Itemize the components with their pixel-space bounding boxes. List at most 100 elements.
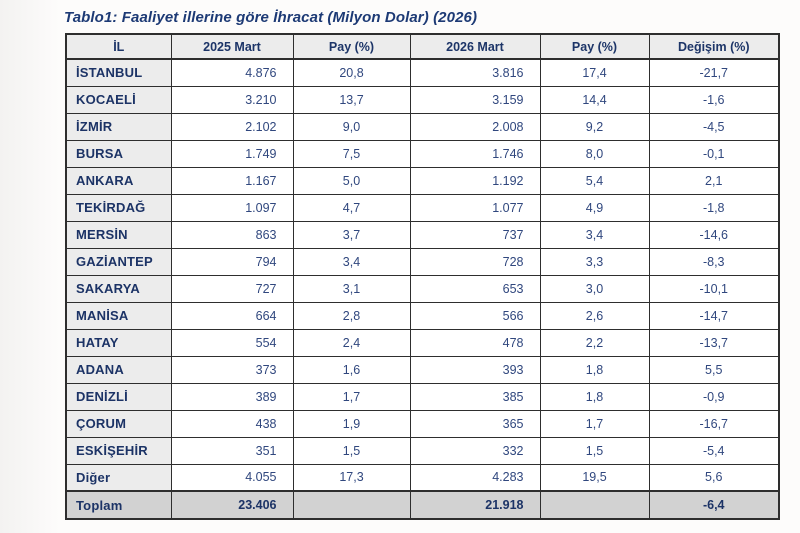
share-2025-cell: 9,0 (292, 112, 411, 141)
share-2025-cell: 3,7 (292, 220, 411, 249)
province-name-cell: İZMİR (65, 112, 172, 141)
export-2026-cell: 332 (409, 436, 541, 465)
export-2025-cell: 23.406 (170, 490, 294, 520)
export-2025-cell: 389 (170, 382, 294, 411)
change-percent-cell: -10,1 (648, 274, 780, 303)
share-2025-cell: 1,7 (292, 382, 411, 411)
table-row: MANİSA 664 2,8 566 2,6 -14,7 (65, 301, 780, 330)
table-row: ADANA 373 1,6 393 1,8 5,5 (65, 355, 780, 384)
change-percent-cell: -21,7 (648, 58, 780, 87)
share-2025-cell: 5,0 (292, 166, 411, 195)
export-2025-cell: 2.102 (170, 112, 294, 141)
export-2026-cell: 393 (409, 355, 541, 384)
table-row: TEKİRDAĞ 1.097 4,7 1.077 4,9 -1,8 (65, 193, 780, 222)
export-2026-cell: 2.008 (409, 112, 541, 141)
share-2026-cell: 9,2 (539, 112, 650, 141)
share-2026-cell: 17,4 (539, 58, 650, 87)
change-percent-cell: 5,5 (648, 355, 780, 384)
export-2025-cell: 664 (170, 301, 294, 330)
change-percent-cell: -14,6 (648, 220, 780, 249)
export-2026-cell: 566 (409, 301, 541, 330)
province-name-cell: TEKİRDAĞ (65, 193, 172, 222)
share-2025-cell: 1,5 (292, 436, 411, 465)
export-2025-cell: 1.749 (170, 139, 294, 168)
export-2026-cell: 4.283 (409, 463, 541, 492)
province-name-cell: ÇORUM (65, 409, 172, 438)
share-2026-cell: 5,4 (539, 166, 650, 195)
export-2026-cell: 1.192 (409, 166, 541, 195)
table-row: BURSA 1.749 7,5 1.746 8,0 -0,1 (65, 139, 780, 168)
change-percent-cell: -6,4 (648, 490, 780, 520)
header-2025-mart: 2025 Mart (170, 33, 294, 60)
share-2026-cell (539, 490, 650, 520)
share-2025-cell: 2,4 (292, 328, 411, 357)
province-name-cell: Toplam (65, 490, 172, 520)
change-percent-cell: -13,7 (648, 328, 780, 357)
export-2025-cell: 4.055 (170, 463, 294, 492)
province-name-cell: KOCAELİ (65, 85, 172, 114)
change-percent-cell: -4,5 (648, 112, 780, 141)
table-row: MERSİN 863 3,7 737 3,4 -14,6 (65, 220, 780, 249)
share-2026-cell: 2,6 (539, 301, 650, 330)
province-name-cell: DENİZLİ (65, 382, 172, 411)
share-2025-cell: 4,7 (292, 193, 411, 222)
share-2025-cell: 3,4 (292, 247, 411, 276)
table-row: ESKİŞEHİR 351 1,5 332 1,5 -5,4 (65, 436, 780, 465)
share-2025-cell: 1,6 (292, 355, 411, 384)
export-2026-cell: 653 (409, 274, 541, 303)
share-2026-cell: 1,8 (539, 355, 650, 384)
export-2026-cell: 3.159 (409, 85, 541, 114)
province-name-cell: GAZİANTEP (65, 247, 172, 276)
change-percent-cell: -5,4 (648, 436, 780, 465)
export-2026-cell: 385 (409, 382, 541, 411)
share-2026-cell: 1,7 (539, 409, 650, 438)
share-2025-cell: 17,3 (292, 463, 411, 492)
total-row: Toplam 23.406 21.918 -6,4 (65, 490, 780, 520)
table-row: Diğer 4.055 17,3 4.283 19,5 5,6 (65, 463, 780, 492)
change-percent-cell: -1,6 (648, 85, 780, 114)
share-2026-cell: 1,5 (539, 436, 650, 465)
export-2025-cell: 794 (170, 247, 294, 276)
change-percent-cell: -1,8 (648, 193, 780, 222)
table-row: GAZİANTEP 794 3,4 728 3,3 -8,3 (65, 247, 780, 276)
table-row: DENİZLİ 389 1,7 385 1,8 -0,9 (65, 382, 780, 411)
share-2026-cell: 3,0 (539, 274, 650, 303)
export-2025-cell: 554 (170, 328, 294, 357)
share-2025-cell: 13,7 (292, 85, 411, 114)
table-row: İSTANBUL 4.876 20,8 3.816 17,4 -21,7 (65, 58, 780, 87)
change-percent-cell: -0,9 (648, 382, 780, 411)
share-2025-cell: 2,8 (292, 301, 411, 330)
header-pay-2026: Pay (%) (539, 33, 650, 60)
change-percent-cell: -0,1 (648, 139, 780, 168)
share-2026-cell: 19,5 (539, 463, 650, 492)
export-2025-cell: 1.167 (170, 166, 294, 195)
export-2026-cell: 1.077 (409, 193, 541, 222)
province-name-cell: İSTANBUL (65, 58, 172, 87)
province-name-cell: MANİSA (65, 301, 172, 330)
table-row: KOCAELİ 3.210 13,7 3.159 14,4 -1,6 (65, 85, 780, 114)
change-percent-cell: -8,3 (648, 247, 780, 276)
share-2025-cell: 20,8 (292, 58, 411, 87)
export-2025-cell: 1.097 (170, 193, 294, 222)
export-2025-cell: 727 (170, 274, 294, 303)
export-2025-cell: 863 (170, 220, 294, 249)
export-2025-cell: 438 (170, 409, 294, 438)
export-2026-cell: 737 (409, 220, 541, 249)
export-2026-cell: 3.816 (409, 58, 541, 87)
exports-by-province-table: İL 2025 Mart Pay (%) 2026 Mart Pay (%) D… (65, 33, 780, 520)
share-2026-cell: 2,2 (539, 328, 650, 357)
share-2025-cell: 7,5 (292, 139, 411, 168)
export-2025-cell: 3.210 (170, 85, 294, 114)
change-percent-cell: -14,7 (648, 301, 780, 330)
province-name-cell: SAKARYA (65, 274, 172, 303)
table-row: HATAY 554 2,4 478 2,2 -13,7 (65, 328, 780, 357)
province-name-cell: Diğer (65, 463, 172, 492)
export-2025-cell: 4.876 (170, 58, 294, 87)
change-percent-cell: -16,7 (648, 409, 780, 438)
header-2026-mart: 2026 Mart (409, 33, 541, 60)
export-2026-cell: 365 (409, 409, 541, 438)
export-2025-cell: 373 (170, 355, 294, 384)
province-name-cell: HATAY (65, 328, 172, 357)
table-row: SAKARYA 727 3,1 653 3,0 -10,1 (65, 274, 780, 303)
